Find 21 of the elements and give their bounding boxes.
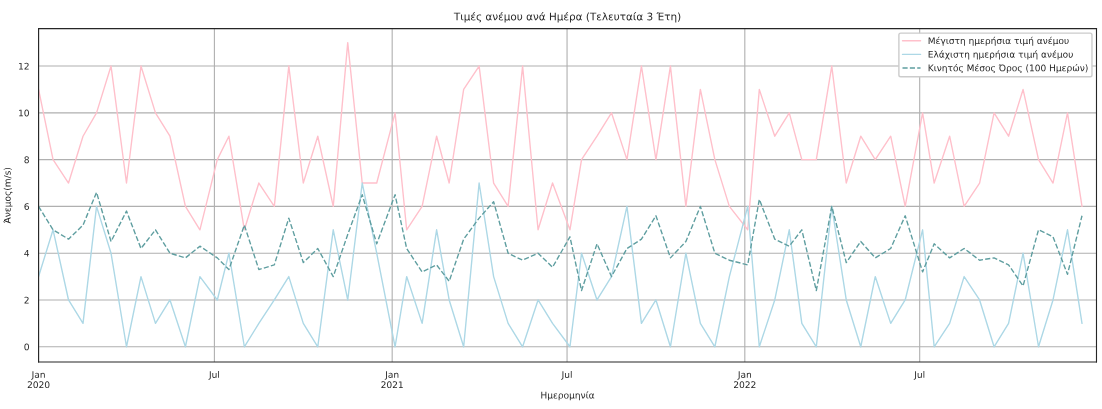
y-tick-label: 4 <box>24 250 30 257</box>
legend-label: Κινητός Μέσος Όρος (100 Ημερών) <box>928 63 1088 74</box>
x-tick-label: Jan 2022 <box>733 371 756 389</box>
legend-label: Μέγιστη ημερήσια τιμή ανέμου <box>928 36 1069 46</box>
line-series <box>38 182 1083 348</box>
y-tick-label: 6 <box>24 203 29 210</box>
y-tick-label: 10 <box>19 109 29 117</box>
x-tick-label: Jul <box>208 370 220 380</box>
y-tick-label: 0 <box>24 343 29 351</box>
chart-title: Τιμές ανέμου ανά Ημέρα (Τελευταία 3 Έτη) <box>453 11 681 23</box>
x-tick-label: Jan 2020 <box>27 371 50 389</box>
y-axis-title: Άνεμος(m/s) <box>3 167 13 224</box>
line-series <box>38 191 1083 292</box>
x-tick-label: Jul <box>561 370 572 380</box>
legend-label: Ελάχιστη ημερήσια τιμή ανέμου <box>928 50 1073 60</box>
x-tick-label: Jul <box>913 370 925 380</box>
y-tick-label: 12 <box>19 62 29 70</box>
x-axis-title: Ημερομηνία <box>541 391 595 401</box>
y-tick-label: 2 <box>24 296 29 304</box>
x-tick-label: Jan 2021 <box>381 371 403 389</box>
y-tick-label: 8 <box>24 156 29 164</box>
